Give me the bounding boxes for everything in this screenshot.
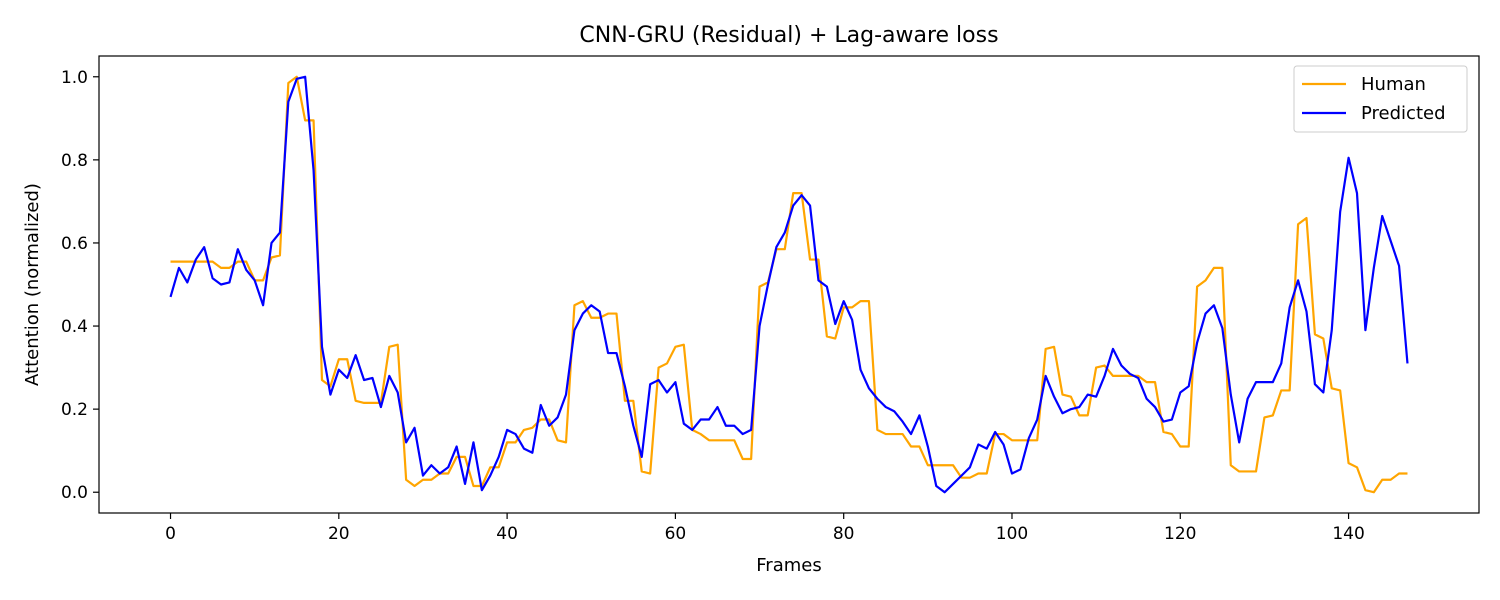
y-axis: 0.0 0.2 0.4 0.6 0.8 1.0 — [61, 68, 99, 503]
series-layer — [169, 75, 1409, 494]
chart-title: CNN-GRU (Residual) + Lag-aware loss — [579, 23, 998, 48]
legend-box — [1293, 65, 1468, 133]
y-tick-label: 1.0 — [61, 68, 88, 88]
x-tick-label: 80 — [833, 524, 855, 544]
x-tick-label: 120 — [1164, 524, 1196, 544]
x-tick-label: 100 — [996, 524, 1028, 544]
x-tick-label: 140 — [1332, 524, 1364, 544]
y-tick-label: 0.4 — [61, 317, 88, 337]
legend: Human Predicted — [1293, 65, 1468, 133]
y-axis-label: Attention (normalized) — [22, 183, 43, 386]
legend-label-human: Human — [1361, 74, 1426, 95]
x-tick-label: 40 — [496, 524, 518, 544]
x-axis: 0 20 40 60 80 100 120 140 — [165, 513, 1365, 544]
x-tick-label: 60 — [665, 524, 687, 544]
series-line-predicted — [169, 75, 1409, 494]
plot-frame — [98, 55, 1480, 514]
x-tick-label: 0 — [165, 524, 176, 544]
y-tick-label: 0.2 — [61, 400, 88, 420]
x-axis-label: Frames — [756, 555, 821, 576]
y-tick-label: 0.8 — [61, 151, 88, 171]
x-tick-label: 20 — [328, 524, 350, 544]
y-tick-label: 0.0 — [61, 483, 88, 503]
legend-label-predicted: Predicted — [1361, 103, 1446, 124]
y-tick-label: 0.6 — [61, 234, 88, 254]
